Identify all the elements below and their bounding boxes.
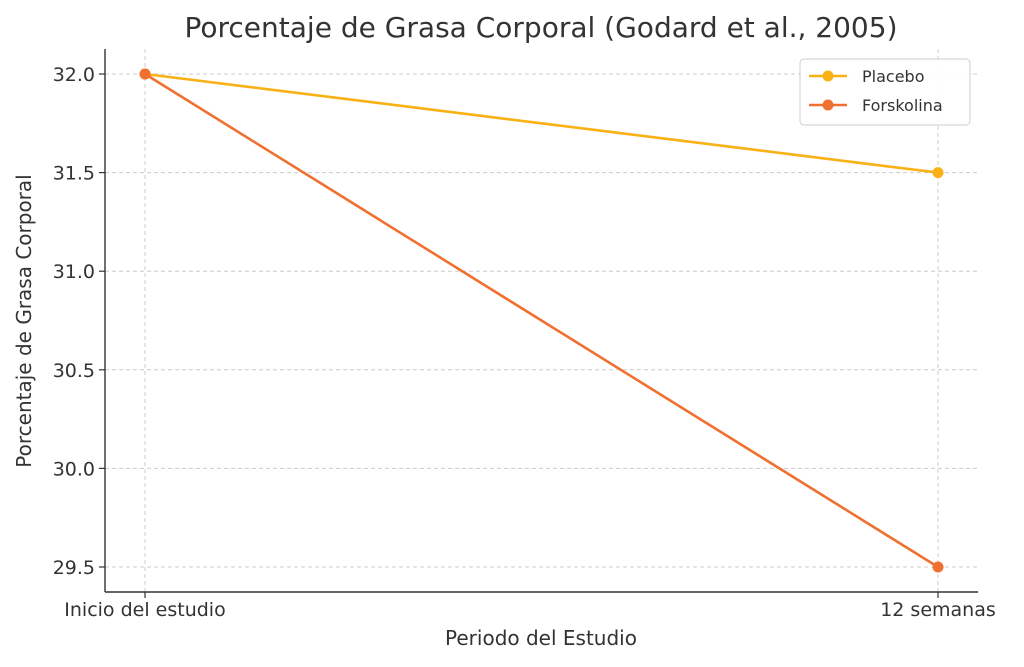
data-point-forskolina <box>932 561 944 573</box>
legend-label-placebo: Placebo <box>862 67 924 86</box>
legend: Placebo Forskolina <box>799 58 971 126</box>
legend-marker-placebo <box>822 70 834 82</box>
y-tick-label: 29.5 <box>53 557 95 579</box>
tick-labels: 29.5 30.0 30.5 31.0 31.5 32.0 Inicio del estud… <box>53 64 996 621</box>
axes <box>99 49 978 598</box>
y-tick-label: 30.0 <box>53 458 95 480</box>
y-tick-label: 31.0 <box>53 261 95 283</box>
y-tick-label: 30.5 <box>53 360 95 382</box>
chart-title: Porcentaje de Grasa Corporal (Godard et … <box>185 11 898 44</box>
grid <box>105 49 978 592</box>
x-axis-label: Periodo del Estudio <box>445 626 637 650</box>
data-point-forskolina <box>139 68 151 80</box>
x-tick-label: 12 semanas <box>880 599 996 621</box>
y-tick-label: 32.0 <box>53 64 95 86</box>
data-point-placebo <box>932 167 944 179</box>
x-tick-label: Inicio del estudio <box>64 599 225 621</box>
series-line-forskolina <box>144 72 939 569</box>
series-lines <box>139 68 944 573</box>
y-axis-label: Porcentaje de Grasa Corporal <box>12 174 36 467</box>
y-tick-label: 31.5 <box>53 163 95 185</box>
legend-label-forskolina: Forskolina <box>862 96 943 115</box>
legend-marker-forskolina <box>822 99 834 111</box>
series-line-placebo <box>144 72 939 174</box>
